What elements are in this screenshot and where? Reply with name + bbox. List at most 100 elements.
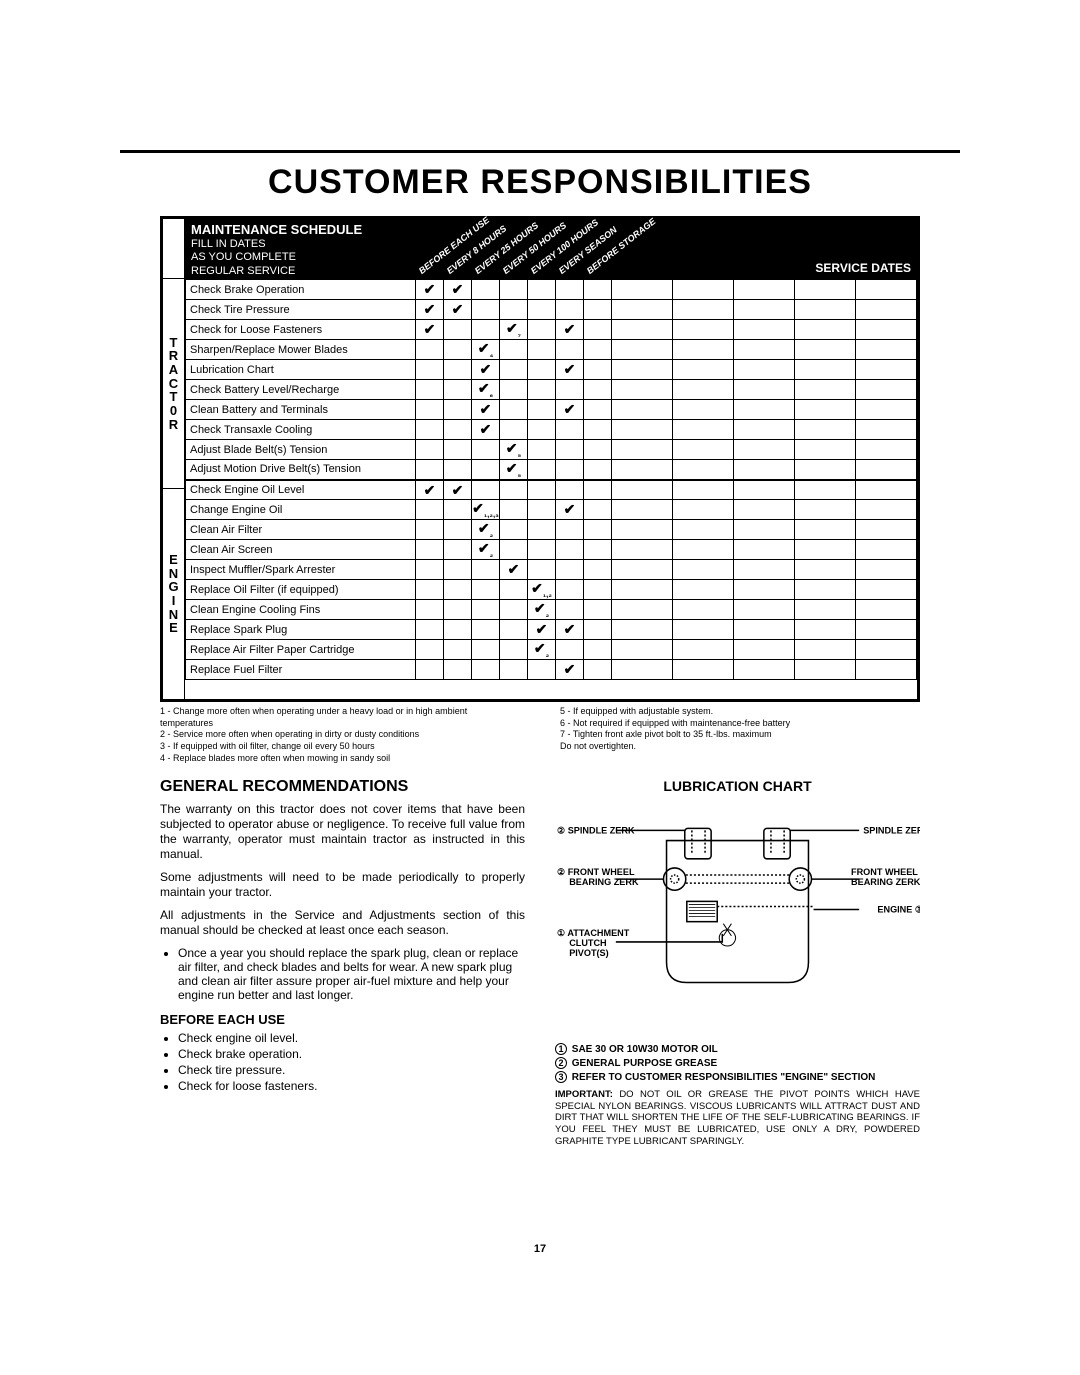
service-date-cell bbox=[795, 380, 856, 400]
lubrication-diagram: ② SPINDLE ZERK SPINDLE ZERK ② ② FRONT WH… bbox=[555, 800, 920, 1033]
schedule-cell bbox=[556, 300, 584, 320]
schedule-cell: ✔₂ bbox=[472, 540, 500, 560]
schedule-cell bbox=[528, 280, 556, 300]
schedule-cell bbox=[584, 600, 612, 620]
schedule-row: Check for Loose Fasteners✔✔₇✔ bbox=[186, 320, 917, 340]
schedule-row: Lubrication Chart✔✔ bbox=[186, 360, 917, 380]
schedule-cell bbox=[416, 400, 444, 420]
service-date-cell bbox=[734, 540, 795, 560]
schedule-cell bbox=[584, 660, 612, 680]
schedule-cell bbox=[500, 520, 528, 540]
general-p1: The warranty on this tractor does not co… bbox=[160, 802, 525, 862]
blank bbox=[163, 219, 184, 279]
service-date-cell bbox=[734, 320, 795, 340]
svg-text:FRONT WHEEL ②: FRONT WHEEL ② bbox=[851, 867, 920, 877]
service-date-cell bbox=[856, 660, 917, 680]
schedule-cell bbox=[584, 620, 612, 640]
schedule-cell bbox=[528, 560, 556, 580]
service-date-cell bbox=[856, 420, 917, 440]
schedule-cell bbox=[416, 660, 444, 680]
service-date-cell bbox=[734, 660, 795, 680]
service-date-cell bbox=[795, 620, 856, 640]
footnote: 5 - If equipped with adjustable system. bbox=[560, 706, 920, 718]
schedule-cell: ✔ bbox=[528, 620, 556, 640]
schedule-cell bbox=[416, 540, 444, 560]
schedule-cell: ✔₁,₂,₃ bbox=[472, 500, 500, 520]
schedule-cell bbox=[528, 320, 556, 340]
schedule-cell: ✔ bbox=[556, 500, 584, 520]
schedule-cell: ✔₂ bbox=[528, 600, 556, 620]
service-date-cell bbox=[856, 300, 917, 320]
service-date-cell bbox=[612, 500, 673, 520]
schedule-cell bbox=[416, 600, 444, 620]
service-date-cell bbox=[795, 400, 856, 420]
schedule-row: Clean Air Filter✔₂ bbox=[186, 520, 917, 540]
service-date-cell bbox=[673, 400, 734, 420]
schedule-cell bbox=[584, 360, 612, 380]
schedule-cell: ✔₄ bbox=[472, 340, 500, 360]
schedule-cell bbox=[444, 580, 472, 600]
service-date-cell bbox=[673, 480, 734, 500]
schedule-cell: ✔ bbox=[472, 360, 500, 380]
schedule-cell bbox=[472, 600, 500, 620]
service-date-cell bbox=[673, 340, 734, 360]
service-date-cell bbox=[734, 340, 795, 360]
schedule-cell bbox=[500, 380, 528, 400]
schedule-row: Check Engine Oil Level✔✔ bbox=[186, 480, 917, 500]
service-date-cell bbox=[795, 320, 856, 340]
service-date-cell bbox=[795, 520, 856, 540]
schedule-cell bbox=[416, 420, 444, 440]
schedule-cell bbox=[472, 300, 500, 320]
svg-text:BEARING ZERK: BEARING ZERK bbox=[569, 878, 639, 888]
schedule-row: Sharpen/Replace Mower Blades✔₄ bbox=[186, 340, 917, 360]
schedule-cell bbox=[500, 400, 528, 420]
service-date-cell bbox=[673, 420, 734, 440]
schedule-cell bbox=[556, 540, 584, 560]
service-date-cell bbox=[673, 520, 734, 540]
service-date-cell bbox=[612, 340, 673, 360]
service-date-cell bbox=[856, 340, 917, 360]
service-date-cell bbox=[856, 520, 917, 540]
schedule-cell bbox=[444, 440, 472, 460]
schedule-cell bbox=[556, 440, 584, 460]
schedule-cell bbox=[584, 640, 612, 660]
schedule-row-label: Check Battery Level/Recharge bbox=[186, 380, 416, 400]
schedule-cell bbox=[584, 540, 612, 560]
before-item: Check for loose fasteners. bbox=[178, 1079, 525, 1093]
lubrication-chart: LUBRICATION CHART bbox=[555, 778, 920, 1148]
schedule-cell: ✔ bbox=[444, 280, 472, 300]
service-date-cell bbox=[673, 320, 734, 340]
schedule-cell bbox=[500, 420, 528, 440]
schedule-cell bbox=[528, 300, 556, 320]
service-date-cell bbox=[673, 540, 734, 560]
schedule-cell bbox=[584, 320, 612, 340]
schedule-cell bbox=[500, 660, 528, 680]
schedule-cell bbox=[556, 520, 584, 540]
schedule-table: Check Brake Operation✔✔Check Tire Pressu… bbox=[185, 279, 917, 680]
schedule-row: Check Transaxle Cooling✔ bbox=[186, 420, 917, 440]
service-date-cell bbox=[612, 420, 673, 440]
schedule-cell bbox=[584, 440, 612, 460]
schedule-cell: ✔ bbox=[556, 320, 584, 340]
schedule-cell: ✔ bbox=[416, 280, 444, 300]
service-date-cell bbox=[673, 440, 734, 460]
service-date-cell bbox=[795, 560, 856, 580]
schedule-cell bbox=[500, 540, 528, 560]
service-date-cell bbox=[856, 440, 917, 460]
svg-text:BEARING ZERK: BEARING ZERK bbox=[851, 878, 920, 888]
schedule-cell: ✔₂ bbox=[472, 520, 500, 540]
legend-item: 3 REFER TO CUSTOMER RESPONSIBILITIES "EN… bbox=[555, 1071, 920, 1085]
schedule-row-label: Replace Spark Plug bbox=[186, 620, 416, 640]
service-date-cell bbox=[612, 380, 673, 400]
schedule-sub2: AS YOU COMPLETE bbox=[191, 251, 296, 263]
schedule-cell bbox=[472, 640, 500, 660]
schedule-heading: MAINTENANCE SCHEDULE bbox=[191, 222, 362, 237]
schedule-cell: ✔₅ bbox=[500, 440, 528, 460]
legend-item: 1 SAE 30 OR 10W30 MOTOR OIL bbox=[555, 1043, 920, 1057]
service-date-cell bbox=[795, 420, 856, 440]
service-date-cell bbox=[673, 300, 734, 320]
schedule-cell: ✔ bbox=[556, 360, 584, 380]
service-date-cell bbox=[734, 360, 795, 380]
schedule-cell bbox=[528, 520, 556, 540]
schedule-cell bbox=[556, 340, 584, 360]
